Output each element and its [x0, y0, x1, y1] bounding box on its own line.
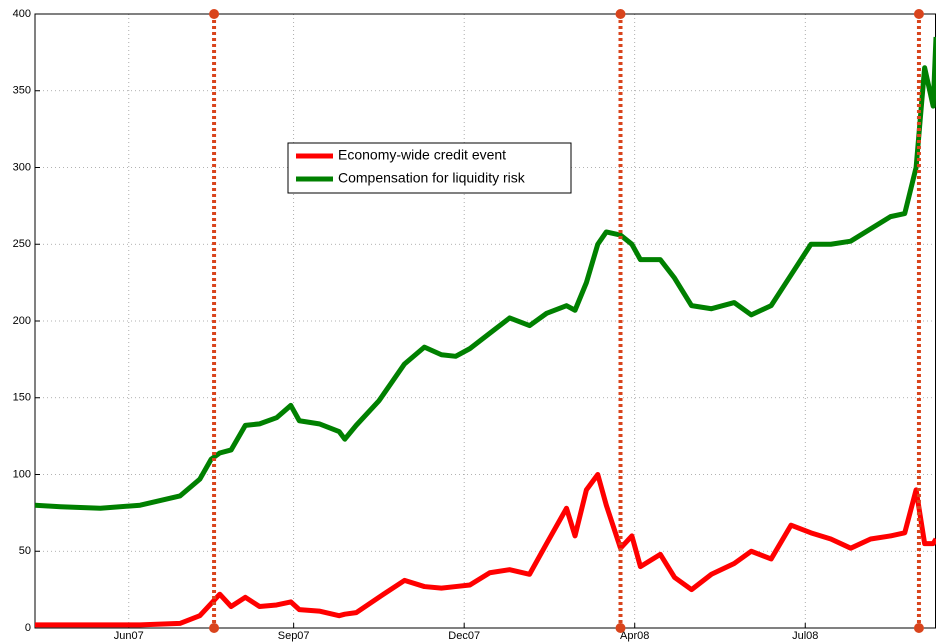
- y-tick-label: 50: [19, 545, 31, 557]
- y-tick-label: 200: [13, 315, 31, 327]
- legend-label: Economy-wide credit event: [338, 147, 506, 163]
- y-tick-label: 100: [13, 468, 31, 480]
- event-marker: [209, 623, 220, 633]
- x-tick-label: Dec07: [448, 630, 480, 642]
- event-marker: [615, 9, 626, 19]
- event-marker: [209, 9, 220, 19]
- legend-box: [287, 142, 572, 194]
- series-line: [35, 472, 936, 628]
- plot-area: [35, 36, 936, 628]
- legend: Economy-wide credit event Compensation fo…: [287, 142, 572, 194]
- y-tick-label: 0: [25, 622, 31, 634]
- series-line: [35, 36, 936, 511]
- legend-label: Compensation for liquidity risk: [338, 170, 526, 186]
- y-tick-label: 150: [13, 392, 31, 404]
- event-marker: [913, 9, 924, 19]
- x-tick-label: Jun07: [114, 630, 144, 642]
- y-tick-label: 300: [13, 161, 31, 173]
- y-tick-label: 400: [13, 8, 31, 20]
- y-tick-label: 350: [13, 85, 31, 97]
- event-marker: [615, 623, 626, 633]
- x-tick-label: Apr08: [620, 630, 649, 642]
- x-tick-label: Sep07: [278, 630, 310, 642]
- x-tick-label: Jul08: [792, 630, 818, 642]
- event-marker: [913, 623, 924, 633]
- y-tick-label: 250: [13, 238, 31, 250]
